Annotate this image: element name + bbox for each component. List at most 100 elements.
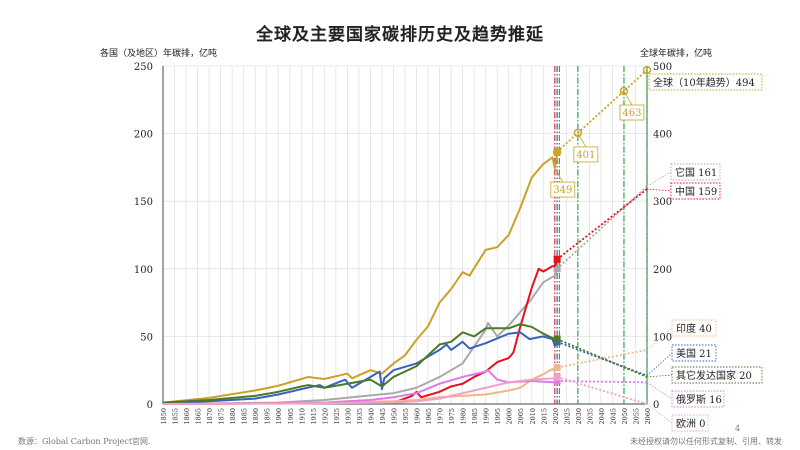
series-end-marker — [553, 335, 561, 343]
left-tick-label: 0 — [147, 400, 153, 411]
projection-line — [556, 338, 648, 378]
series-label: 美国 21 — [676, 347, 712, 360]
x-tick-label: 1895 — [264, 408, 272, 425]
series-end-marker — [553, 363, 561, 371]
x-tick-label: 1905 — [287, 408, 295, 425]
callout-leader — [577, 132, 587, 148]
x-tick-label: 1850 — [160, 408, 168, 425]
x-tick-label: 2020 — [552, 408, 560, 425]
x-tick-label: 1900 — [275, 408, 283, 425]
x-tick-label: 2015 — [540, 408, 548, 425]
x-tick-label: 1980 — [460, 408, 468, 425]
series-end-marker — [553, 377, 561, 385]
series-label: 欧洲 0 — [676, 418, 706, 430]
x-tick-label: 1950 — [390, 408, 398, 425]
series-label-box — [671, 366, 763, 384]
series-end-marker — [553, 255, 561, 263]
source-note: 数源：Global Carbon Project官网. — [18, 437, 151, 446]
label-leader — [646, 327, 673, 351]
x-tick-label: 1870 — [206, 408, 214, 425]
right-tick-label: 0 — [653, 400, 659, 411]
x-tick-label: 1965 — [425, 408, 433, 425]
label-leader — [646, 403, 673, 424]
callout-box — [619, 104, 645, 121]
series-label-box — [671, 414, 709, 432]
x-tick-label: 1860 — [183, 408, 191, 425]
series-label: 印度 40 — [676, 322, 712, 335]
label-leader — [646, 171, 672, 187]
callout-label: 349 — [553, 185, 572, 196]
x-tick-label: 2045 — [609, 408, 617, 425]
copyright-note: 未经授权请勿以任何形式复制、引用、转发 — [630, 437, 782, 446]
series-label-box — [671, 344, 717, 362]
right-tick-label: 400 — [653, 130, 672, 141]
x-tick-label: 1940 — [367, 408, 375, 425]
projection-marker — [552, 147, 562, 157]
series-line — [162, 268, 559, 405]
series-line — [162, 367, 558, 405]
x-tick-label: 1995 — [494, 408, 502, 425]
left-tick-label: 150 — [134, 197, 153, 208]
right-tick-label: 500 — [653, 62, 672, 73]
left-tick-label: 50 — [140, 332, 153, 343]
x-tick-label: 2050 — [621, 408, 629, 425]
left-axis-label: 各国（及地区）年碳排，亿吨 — [100, 49, 218, 59]
projection-line — [557, 380, 648, 384]
x-tick-label: 1890 — [252, 408, 260, 425]
left-tick-label: 100 — [134, 265, 153, 276]
series-end-marker — [553, 148, 561, 156]
x-tick-label: 1865 — [195, 408, 203, 425]
x-tick-label: 1910 — [298, 408, 306, 425]
series-end-marker — [553, 265, 561, 273]
series-label-box — [648, 73, 763, 91]
x-tick-label: 2035 — [586, 408, 594, 425]
left-tick-label: 250 — [134, 62, 153, 73]
right-tick-label: 300 — [653, 197, 672, 208]
x-tick-label: 1920 — [321, 408, 329, 425]
x-tick-label: 2010 — [529, 408, 537, 425]
x-tick-label: 2000 — [506, 408, 514, 425]
x-tick-label: 1945 — [379, 408, 387, 425]
x-tick-label: 1855 — [172, 408, 180, 425]
callout-label: 401 — [576, 150, 595, 161]
label-leader — [646, 188, 672, 192]
series-label: 全球（10年趋势）494 — [653, 76, 755, 89]
right-tick-label: 100 — [653, 332, 672, 343]
series-label-box — [670, 182, 721, 200]
x-tick-label: 1955 — [402, 408, 410, 425]
x-tick-label: 1930 — [344, 408, 352, 425]
x-tick-label: 1970 — [437, 408, 445, 425]
label-leader — [646, 352, 673, 376]
series-line — [162, 153, 559, 404]
x-tick-label: 1885 — [241, 408, 249, 425]
series-line — [162, 331, 558, 405]
series-label: 俄罗斯 16 — [676, 393, 722, 406]
series-label-box — [671, 319, 717, 337]
x-tick-label: 2055 — [632, 408, 640, 425]
x-tick-label: 1985 — [471, 408, 479, 425]
x-tick-label: 2060 — [644, 408, 652, 425]
series-end-marker — [553, 373, 561, 381]
callout-label: 463 — [622, 108, 641, 119]
callout-leader — [623, 90, 633, 106]
series-label-box — [671, 390, 725, 408]
x-tick-label: 1960 — [414, 408, 422, 425]
series-line — [162, 323, 558, 404]
projection-line — [556, 185, 648, 270]
projection-marker — [573, 128, 583, 138]
label-leader — [646, 382, 673, 400]
projection-line — [556, 69, 648, 153]
x-tick-label: 1990 — [483, 408, 491, 425]
x-tick-label: 1915 — [310, 408, 318, 425]
x-tick-label: 1880 — [229, 408, 237, 425]
series-line — [162, 376, 558, 405]
x-tick-label: 1925 — [333, 408, 341, 425]
callout-leader — [554, 167, 564, 183]
x-tick-label: 1875 — [218, 408, 226, 425]
x-tick-label: 1935 — [356, 408, 364, 425]
x-tick-label: 2025 — [563, 408, 571, 425]
projection-marker — [619, 86, 629, 96]
callout-box — [550, 181, 576, 198]
label-leader — [646, 374, 673, 378]
